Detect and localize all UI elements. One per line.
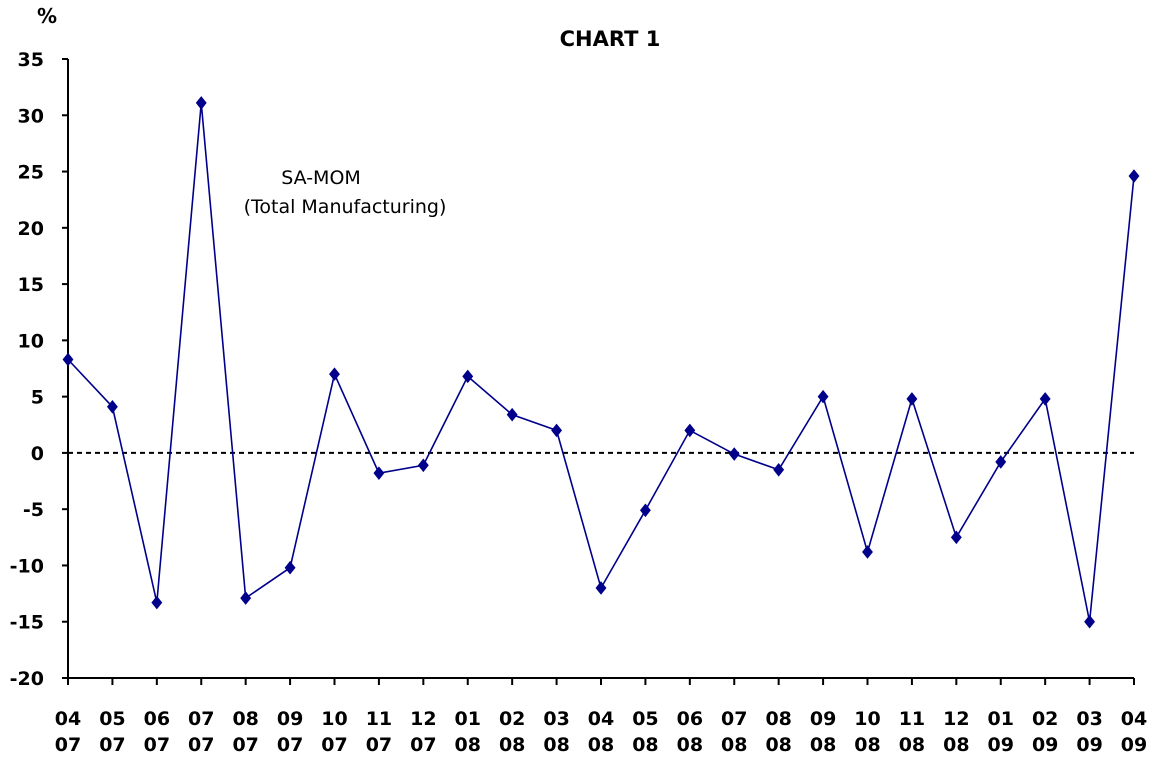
- x-tick-label-year: 08: [499, 734, 525, 756]
- data-point-marker: [1128, 169, 1140, 183]
- data-point-marker: [595, 581, 607, 595]
- data-point-marker: [684, 423, 696, 438]
- data-point-marker: [373, 466, 385, 480]
- x-tick-label-year: 09: [988, 734, 1014, 756]
- data-point-marker: [906, 392, 918, 406]
- x-tick-label-month: 06: [677, 708, 703, 730]
- x-tick-label-month: 07: [188, 708, 214, 730]
- data-point-marker: [329, 367, 340, 381]
- y-tick-label: 35: [18, 49, 44, 71]
- x-tick-label-month: 08: [232, 708, 258, 730]
- x-tick-label-year: 09: [1032, 734, 1058, 756]
- x-tick-label-month: 02: [499, 708, 525, 730]
- x-tick-label-month: 01: [455, 708, 481, 730]
- x-tick-label-month: 03: [543, 708, 569, 730]
- data-point-marker: [728, 447, 740, 461]
- series-sa-mom: [62, 96, 1140, 629]
- x-tick-label-year: 07: [55, 734, 81, 756]
- x-tick-label-month: 10: [854, 708, 880, 730]
- y-unit-label: %: [37, 4, 57, 28]
- x-tick-label-month: 02: [1032, 708, 1058, 730]
- x-tick-label-month: 09: [810, 708, 836, 730]
- x-tick-label-month: 05: [99, 708, 125, 730]
- y-tick-label: 15: [18, 274, 44, 296]
- x-tick-label-year: 07: [144, 734, 170, 756]
- x-tick-label-month: 04: [55, 708, 81, 730]
- x-tick-label-year: 08: [765, 734, 791, 756]
- x-tick-label-year: 08: [854, 734, 880, 756]
- x-tick-label-month: 06: [144, 708, 170, 730]
- data-point-marker: [950, 530, 962, 545]
- x-tick-label-year: 08: [543, 734, 569, 756]
- data-point-marker: [106, 399, 118, 414]
- y-tick-label: 30: [18, 105, 44, 127]
- x-tick-label-year: 07: [277, 734, 303, 756]
- y-tick-label: -10: [10, 555, 44, 577]
- x-tick-label-year: 08: [455, 734, 481, 756]
- x-tick-label-year: 08: [899, 734, 925, 756]
- data-point-marker: [151, 595, 163, 610]
- data-point-marker: [62, 352, 74, 367]
- series-line: [67, 102, 1135, 622]
- y-tick-label: 20: [18, 218, 44, 240]
- x-tick-label-year: 08: [943, 734, 969, 756]
- data-point-marker: [1039, 392, 1051, 406]
- data-point-marker: [995, 455, 1007, 469]
- x-tick-label-month: 09: [277, 708, 303, 730]
- x-tick-label-year: 07: [410, 734, 436, 756]
- x-tick-label-month: 12: [410, 708, 436, 730]
- data-point-marker: [639, 503, 651, 518]
- y-tick-label: 10: [18, 330, 44, 352]
- x-tick-label-year: 08: [721, 734, 747, 756]
- annotation-line-1: SA-MOM: [281, 167, 361, 189]
- x-tick-label-month: 11: [899, 708, 925, 730]
- x-tick-label-month: 01: [988, 708, 1014, 730]
- x-tick-label-year: 07: [232, 734, 258, 756]
- y-tick-label: 5: [31, 387, 44, 409]
- x-tick-label-month: 04: [1121, 708, 1147, 730]
- data-point-marker: [1084, 614, 1096, 629]
- data-point-marker: [284, 560, 296, 575]
- x-axis: 04 07 05 07 06 07 07 07 08 07 09 07 10 07 11 07 12 07 01 08…: [55, 677, 1147, 756]
- data-point-marker: [862, 545, 873, 559]
- x-tick-label-month: 12: [943, 708, 969, 730]
- x-tick-label-year: 07: [366, 734, 392, 756]
- x-tick-label-year: 08: [810, 734, 836, 756]
- y-tick-label: 25: [18, 162, 44, 184]
- y-tick-label: 0: [31, 443, 44, 465]
- x-tick-label-year: 07: [321, 734, 347, 756]
- x-tick-label-year: 08: [588, 734, 614, 756]
- data-point-marker: [506, 407, 518, 422]
- data-point-marker: [773, 462, 785, 477]
- x-tick-label-year: 08: [632, 734, 658, 756]
- data-point-marker: [240, 591, 252, 605]
- y-tick-label: -20: [10, 668, 44, 690]
- x-tick-label-month: 07: [721, 708, 747, 730]
- data-point-marker: [417, 458, 429, 473]
- y-axis: 35 30 25 20 15 10 5 0 -5 -10 -15 -20: [10, 49, 69, 690]
- x-tick-label-month: 10: [321, 708, 347, 730]
- x-tick-label-year: 09: [1121, 734, 1147, 756]
- x-tick-label-year: 07: [99, 734, 125, 756]
- x-tick-label-month: 08: [765, 708, 791, 730]
- x-tick-label-month: 11: [366, 708, 392, 730]
- x-tick-label-month: 05: [632, 708, 658, 730]
- x-tick-label-year: 07: [188, 734, 214, 756]
- data-point-marker: [462, 369, 474, 384]
- x-tick-label-month: 03: [1076, 708, 1102, 730]
- data-point-marker: [551, 423, 563, 438]
- y-tick-label: -15: [10, 612, 44, 634]
- annotation-line-2: (Total Manufacturing): [244, 196, 447, 218]
- x-tick-label-month: 04: [588, 708, 614, 730]
- data-point-marker: [195, 96, 207, 110]
- x-tick-label-year: 09: [1076, 734, 1102, 756]
- y-tick-label: -5: [23, 499, 44, 521]
- chart-title: CHART 1: [560, 27, 661, 51]
- data-point-marker: [817, 389, 829, 404]
- x-tick-label-year: 08: [677, 734, 703, 756]
